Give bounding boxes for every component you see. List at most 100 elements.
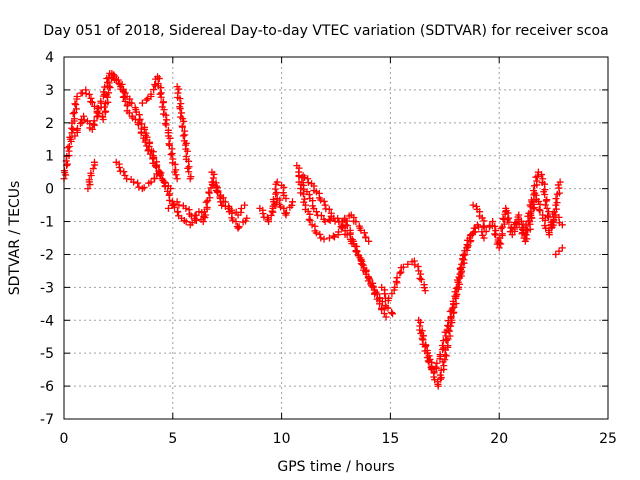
data-point-marker	[404, 260, 412, 268]
data-point-marker	[182, 204, 190, 212]
data-point-marker	[172, 171, 180, 179]
data-point-marker	[343, 222, 351, 230]
data-point-marker	[523, 227, 531, 235]
y-tick-label: 1	[45, 149, 54, 165]
series-sat-track-n	[378, 257, 429, 305]
data-point-marker	[151, 81, 159, 89]
y-tick-label: 4	[45, 50, 54, 66]
data-point-marker	[121, 97, 129, 105]
data-point-marker	[452, 292, 460, 300]
data-point-marker	[552, 250, 560, 258]
data-point-marker	[88, 125, 96, 133]
data-point-marker	[357, 226, 365, 234]
y-tick-label: -6	[40, 379, 54, 395]
data-point-marker	[73, 92, 81, 100]
data-point-marker	[178, 109, 186, 117]
data-point-marker	[428, 358, 436, 366]
data-point-marker	[385, 294, 393, 302]
series-sat-track-s	[526, 191, 566, 239]
chart-title: Day 051 of 2018, Sidereal Day-to-day VTE…	[43, 23, 608, 39]
series-sat-track-d	[84, 158, 99, 193]
data-point-marker	[88, 98, 96, 106]
data-point-marker	[438, 341, 446, 349]
data-point-marker	[72, 105, 80, 113]
data-point-marker	[346, 230, 354, 238]
x-axis-label: GPS time / hours	[277, 459, 394, 475]
data-point-marker	[320, 235, 328, 243]
data-point-marker	[164, 204, 172, 212]
series-sat-track-i	[256, 195, 296, 226]
data-point-marker	[471, 224, 479, 232]
data-point-marker	[500, 220, 508, 228]
data-point-marker	[241, 201, 249, 209]
data-point-marker	[134, 179, 142, 187]
data-point-marker	[85, 176, 93, 184]
data-point-marker	[451, 288, 459, 296]
data-point-marker	[396, 269, 404, 277]
data-point-marker	[71, 100, 79, 108]
data-point-marker	[522, 222, 530, 230]
data-point-marker	[376, 300, 384, 308]
data-point-marker	[106, 69, 114, 77]
x-tick-label: 5	[168, 431, 177, 447]
data-point-marker	[235, 223, 243, 231]
data-point-marker	[536, 207, 544, 215]
data-point-marker	[389, 310, 397, 318]
data-point-marker	[217, 198, 225, 206]
data-point-marker	[538, 171, 546, 179]
data-point-marker	[555, 247, 563, 255]
x-tick-label: 15	[381, 431, 399, 447]
data-point-marker	[85, 90, 93, 98]
data-point-marker	[325, 234, 333, 242]
data-point-marker	[335, 228, 343, 236]
data-point-marker	[186, 175, 194, 183]
tick-layer: 0 5 10 15 20 25 -7 -6 -5 -4 -3 -2 -1 0 1 2 3 4	[40, 50, 617, 447]
data-point-marker	[166, 134, 174, 142]
data-point-marker	[417, 270, 425, 278]
data-point-marker	[118, 80, 126, 88]
series-sat-track-e	[138, 73, 181, 183]
y-tick-label: -4	[40, 313, 54, 329]
data-point-marker	[442, 352, 450, 360]
data-point-marker	[440, 362, 448, 370]
data-point-marker	[479, 222, 487, 230]
data-point-marker	[176, 95, 184, 103]
data-point-marker	[273, 178, 281, 186]
data-point-marker	[140, 184, 148, 192]
data-point-marker	[89, 165, 97, 173]
data-point-marker	[212, 179, 220, 187]
data-point-marker	[529, 200, 537, 208]
data-point-marker	[111, 75, 119, 83]
data-point-marker	[434, 380, 442, 388]
data-point-marker	[87, 98, 95, 106]
series-sat-track-p	[417, 224, 479, 377]
data-point-marker	[90, 158, 98, 166]
data-point-marker	[218, 201, 226, 209]
data-point-marker	[156, 168, 164, 176]
data-point-marker	[368, 282, 376, 290]
data-point-marker	[411, 261, 419, 269]
data-point-marker	[316, 230, 324, 238]
data-point-marker	[536, 200, 544, 208]
data-point-marker	[174, 208, 182, 216]
data-point-marker	[65, 143, 73, 151]
data-point-marker	[393, 274, 401, 282]
data-point-marker	[229, 216, 237, 224]
data-point-marker	[181, 131, 189, 139]
data-point-marker	[526, 218, 534, 226]
data-point-marker	[175, 85, 183, 93]
data-point-marker	[165, 141, 173, 149]
data-point-marker	[392, 278, 400, 286]
data-point-marker	[416, 274, 424, 282]
x-tick-label: 20	[490, 431, 508, 447]
data-point-marker	[558, 221, 566, 229]
data-point-marker	[355, 252, 363, 260]
data-point-marker	[283, 209, 291, 217]
data-point-marker	[162, 111, 170, 119]
data-point-marker	[436, 351, 444, 359]
y-tick-label: -2	[40, 247, 54, 263]
data-point-marker	[338, 223, 346, 231]
data-point-marker	[277, 203, 285, 211]
data-point-marker	[175, 201, 183, 209]
